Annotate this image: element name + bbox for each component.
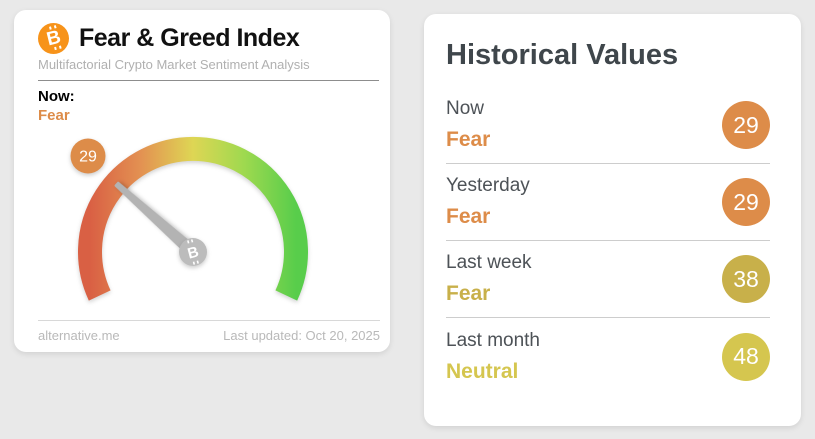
card-title: Fear & Greed Index: [79, 24, 300, 52]
now-sentiment: Fear: [38, 107, 70, 124]
row-value-badge: 29: [722, 101, 770, 149]
row-sentiment: Fear: [446, 128, 491, 151]
card-subtitle: Multifactorial Crypto Market Sentiment A…: [38, 57, 310, 72]
fear-greed-index-card: B Fear & Greed Index Multifactorial Cryp…: [14, 10, 390, 352]
history-row-now: Now Fear 29: [446, 87, 770, 164]
source-link[interactable]: alternative.me: [38, 328, 120, 343]
gauge-arc: [78, 136, 308, 301]
gauge-value-text: 29: [79, 149, 97, 166]
hub-bitcoin-glyph: B: [186, 243, 201, 262]
historical-values-title: Historical Values: [446, 39, 679, 71]
history-row-last-week: Last week Fear 38: [446, 241, 770, 318]
row-label: Yesterday: [446, 175, 530, 196]
last-updated-text: Last updated: Oct 20, 2025: [223, 328, 380, 343]
gauge-hub-bitcoin-icon: B: [179, 238, 207, 266]
row-label: Now: [446, 98, 485, 119]
now-label: Now:: [38, 88, 75, 105]
bitcoin-glyph: B: [44, 26, 63, 51]
row-value-badge: 29: [722, 178, 770, 226]
fear-greed-gauge: B 29: [70, 136, 308, 301]
historical-rows: Now Fear 29 Yesterday Fear 29 Last week …: [446, 87, 770, 395]
header-divider: [38, 80, 379, 81]
card-footer: alternative.me Last updated: Oct 20, 202…: [38, 320, 380, 343]
gauge-value-badge: 29: [70, 138, 106, 174]
row-value-badge: 48: [722, 332, 770, 381]
historical-values-card: Historical Values Now Fear 29 Yesterday …: [424, 14, 801, 426]
history-row-yesterday: Yesterday Fear 29: [446, 164, 770, 241]
history-row-last-month: Last month Neutral 48: [446, 318, 770, 395]
card-header: B Fear & Greed Index: [38, 23, 366, 54]
row-label: Last month: [446, 329, 540, 351]
row-sentiment: Fear: [446, 205, 491, 228]
row-label: Last week: [446, 252, 532, 273]
bitcoin-icon: B: [38, 23, 69, 54]
row-value-badge: 38: [722, 255, 770, 303]
row-sentiment: Neutral: [446, 359, 519, 383]
current-sentiment-block: Now: Fear: [38, 88, 366, 125]
row-sentiment: Fear: [446, 282, 491, 305]
